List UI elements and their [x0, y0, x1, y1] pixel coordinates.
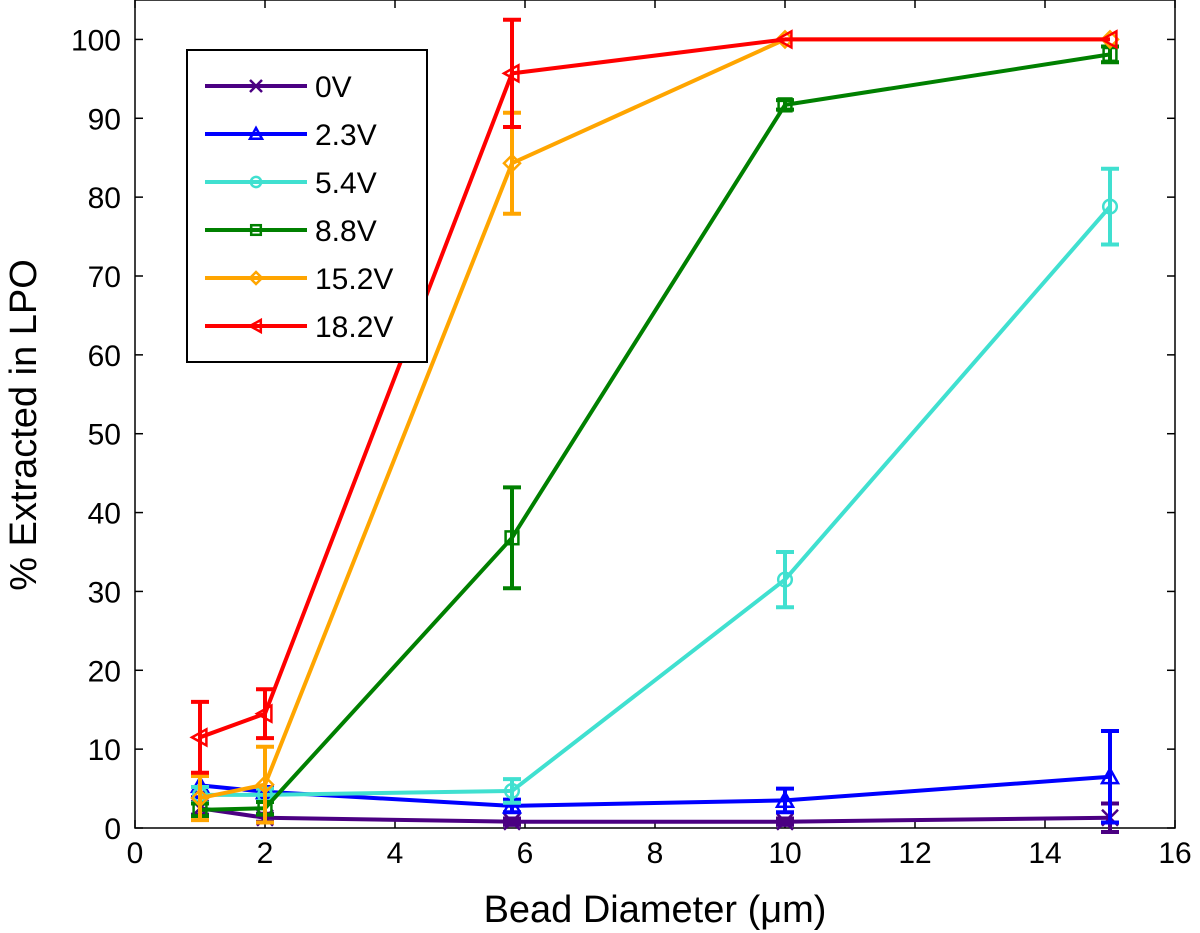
legend-marker: [248, 270, 264, 286]
series-layer: [189, 17, 1121, 834]
data-point: [501, 63, 520, 84]
y-tick-label: 50: [88, 419, 121, 452]
legend-label: 5.4V: [315, 167, 377, 200]
x-tick-label: 0: [127, 837, 144, 870]
legend-marker: [249, 223, 263, 237]
x-tick-label: 2: [257, 837, 274, 870]
data-point: [503, 812, 521, 831]
x-axis-title: Bead Diameter (μm): [484, 889, 827, 931]
y-tick-label: 20: [88, 655, 121, 688]
series-line: [199, 774, 1111, 808]
legend-marker: [249, 79, 263, 93]
x-tick-label: 14: [1028, 837, 1061, 870]
y-tick-label: 40: [88, 498, 121, 531]
data-point: [190, 788, 210, 808]
x-tick-label: 16: [1158, 837, 1191, 870]
y-tick-label: 60: [88, 340, 121, 373]
legend: 0V 2.3V 5.4V 8.8V 15.2V 18.2V: [186, 49, 428, 363]
y-axis-title: % Extracted in LPO: [3, 259, 45, 591]
data-point: [254, 703, 273, 724]
data-point: [777, 97, 793, 113]
y-tick-label: 70: [88, 261, 121, 294]
legend-label: 2.3V: [315, 119, 377, 152]
y-tick-label: 30: [88, 576, 121, 609]
x-tick-label: 4: [387, 837, 404, 870]
data-point: [504, 530, 520, 546]
x-tick-label: 12: [898, 837, 931, 870]
data-point: [503, 782, 521, 799]
data-point: [774, 789, 796, 809]
data-point: [255, 774, 275, 795]
x-tick-label: 10: [768, 837, 801, 870]
x-tick-label: 6: [517, 837, 534, 870]
y-tick-label: 80: [88, 182, 121, 215]
legend-marker: [247, 317, 263, 335]
series-line: [199, 806, 1111, 824]
y-tick-label: 10: [88, 734, 121, 767]
legend-label: 15.2V: [315, 263, 393, 296]
data-point: [502, 153, 522, 174]
y-tick-label: 0: [104, 813, 121, 846]
legend-label: 18.2V: [315, 311, 393, 344]
data-point: [776, 812, 794, 831]
y-tick-label: 90: [88, 103, 121, 136]
legend-marker: [247, 125, 265, 141]
y-tick-label: 100: [71, 24, 121, 57]
data-point: [501, 795, 523, 814]
data-point: [1101, 198, 1119, 215]
series-8-8V: [191, 44, 1119, 819]
data-point: [189, 727, 208, 748]
legend-marker: [249, 175, 263, 189]
data-point: [776, 571, 794, 588]
legend-label: 8.8V: [315, 215, 377, 248]
legend-label: 0V: [315, 71, 352, 104]
series-18-2V: [189, 17, 1118, 775]
legend-box: [186, 49, 428, 363]
axes: 0 2 4 6 8 10 12 14 16 0 10 20 30 40 50 60 70 80 90 100: [71, 0, 1192, 870]
data-point: [1099, 29, 1118, 50]
x-tick-label: 8: [647, 837, 664, 870]
data-point: [1099, 766, 1121, 785]
series-2-3V: [189, 729, 1121, 825]
data-point: [774, 29, 793, 50]
